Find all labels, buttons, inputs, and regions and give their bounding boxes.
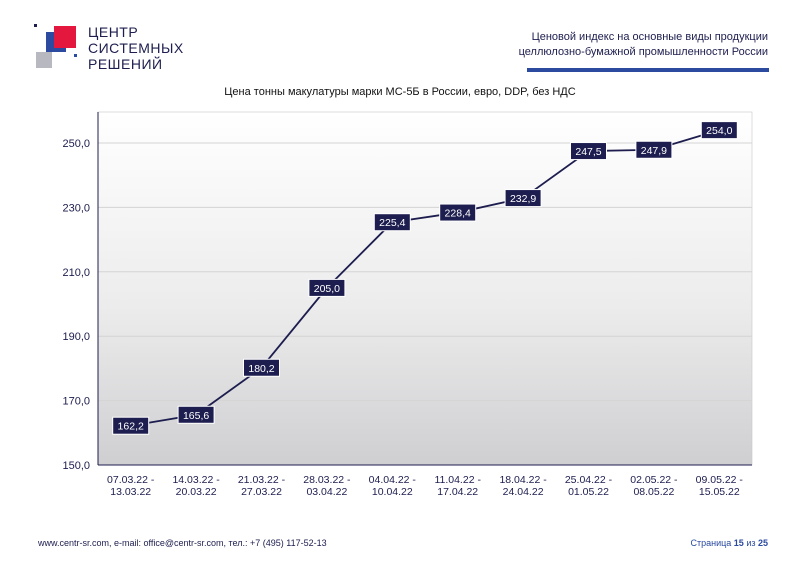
data-label-box: [308, 278, 346, 297]
x-tick-label: 11.04.22 -17.04.22: [434, 474, 481, 498]
data-label: 247,9: [641, 145, 667, 157]
y-tick-label: 170,0: [62, 396, 90, 408]
data-label-box: [504, 189, 542, 208]
x-tick-label: 04.04.22 -10.04.22: [369, 474, 417, 498]
data-label-box: [243, 358, 280, 377]
y-tick-label: 210,0: [62, 267, 90, 279]
brand-name: ЦЕНТР СИСТЕМНЫХ РЕШЕНИЙ: [88, 24, 184, 72]
x-tick-label: 07.03.22 -13.03.22: [107, 474, 155, 498]
line-chart: 150,0 170,0 190,0 210,0 230,0 250,0 07.03.22 …: [62, 111, 753, 498]
page-of: из: [746, 538, 756, 548]
x-tick-label: 21.03.22 -27.03.22: [238, 474, 286, 498]
data-label: 254,0: [706, 125, 732, 137]
logo-gray-square: [36, 52, 52, 68]
data-label: 162,2: [118, 421, 144, 433]
data-label: 232,9: [510, 193, 536, 205]
y-tick-label: 230,0: [62, 202, 90, 214]
page-current: 15: [733, 538, 744, 548]
logo-red-square: [54, 26, 76, 48]
y-tick-label: 250,0: [62, 138, 90, 150]
brand-line-2: СИСТЕМНЫХ: [88, 40, 184, 56]
page-word: Страница: [690, 538, 732, 548]
data-label-box: [112, 416, 150, 435]
page-total: 25: [757, 538, 768, 548]
document-title-line-1: Ценовой индекс на основные виды продукци…: [531, 31, 768, 43]
data-label: 205,0: [314, 283, 340, 295]
data-label-box: [373, 213, 411, 232]
x-tick-label: 02.05.22 -08.05.22: [630, 474, 678, 498]
data-label: 228,4: [445, 208, 471, 220]
data-label: 225,4: [379, 217, 405, 229]
x-tick-label: 28.03.22 -03.04.22: [303, 474, 351, 498]
data-label-box: [439, 203, 477, 222]
x-tick-label: 14.03.22 -20.03.22: [172, 474, 220, 498]
x-tick-label: 25.04.22 -01.05.22: [565, 474, 613, 498]
data-label: 165,6: [183, 410, 209, 422]
data-label: 180,2: [248, 363, 274, 375]
page-number: Страница 15 из 25: [690, 538, 768, 548]
brand-line-1: ЦЕНТР: [88, 24, 139, 40]
logo-mark-icon: [34, 24, 77, 68]
chart-title: Цена тонны макулатуры марки МС-5Б в Росс…: [224, 86, 576, 98]
data-label-box: [700, 121, 738, 140]
data-label: 247,5: [575, 146, 601, 158]
y-tick-label: 190,0: [62, 331, 90, 343]
x-tick-label: 18.04.22 -24.04.22: [499, 474, 547, 498]
y-tick-label: 150,0: [62, 460, 90, 472]
brand-line-3: РЕШЕНИЙ: [88, 56, 163, 72]
title-rule: [527, 68, 769, 72]
x-tick-label: 09.05.22 -15.05.22: [696, 474, 744, 498]
data-label-box: [570, 142, 607, 161]
series-line: [130, 129, 720, 427]
logo: [34, 22, 194, 78]
data-label-box: [635, 140, 673, 159]
document-title: Ценовой индекс на основные виды продукци…: [519, 30, 768, 60]
document-title-line-2: целлюлозно-бумажной промышленности Росси…: [518, 46, 768, 58]
data-label-box: [177, 405, 215, 424]
footer-contacts: www.centr-sr.com, e-mail: office@centr-s…: [38, 538, 327, 548]
